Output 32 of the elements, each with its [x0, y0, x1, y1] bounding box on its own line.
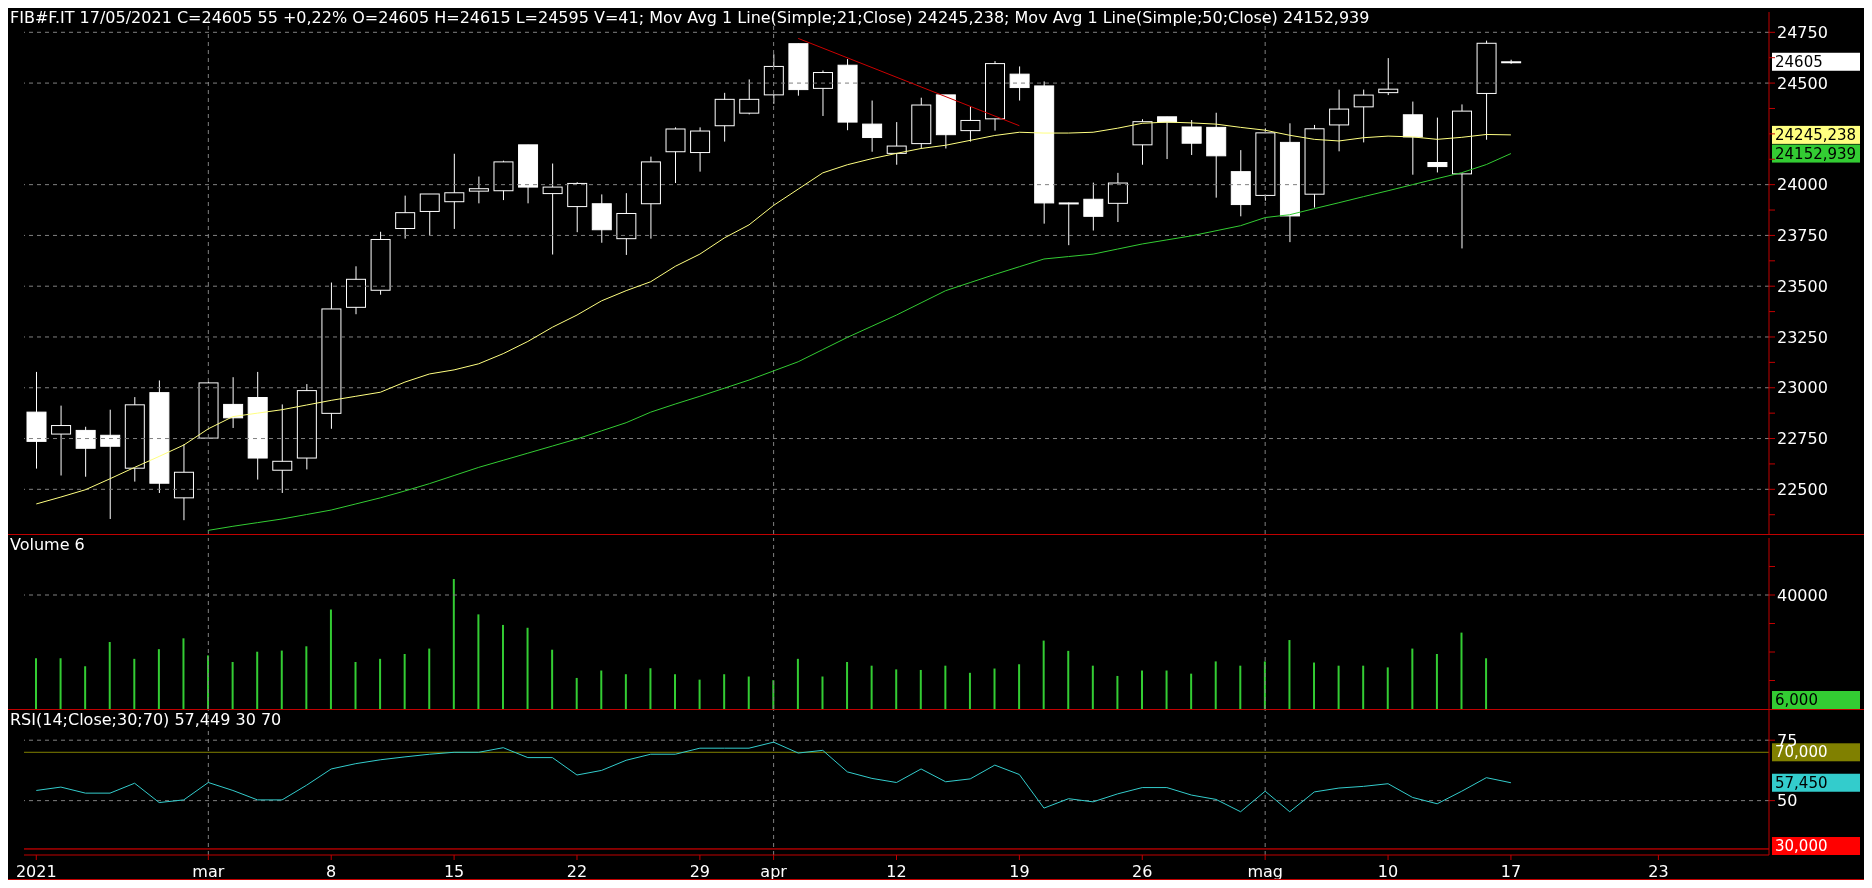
- x-tick-label: mar: [192, 862, 225, 881]
- y-tick-label: 23750: [1777, 226, 1828, 246]
- chart-title: FIB#F.IT 17/05/2021 C=24605 55 +0,22% O=24605 H=24615 L=24595 V=41; Mov Avg 1 Line(Simple;21;Close) 24245,238; Mov Avg 1 Line(Simple;50;Close) 24152,939: [10, 8, 1370, 27]
- text: 6,000: [1775, 691, 1818, 709]
- y-tick-label: 23500: [1777, 276, 1828, 296]
- y-tick-label: 23250: [1777, 327, 1828, 347]
- text: 24245,238: [1775, 125, 1857, 144]
- y-tick-label: 23000: [1777, 378, 1828, 398]
- x-tick-label: 29: [689, 862, 711, 881]
- x-tick-label: 15: [443, 862, 465, 881]
- text: 24152,939: [1775, 144, 1857, 163]
- x-tick-label: 12: [886, 862, 907, 881]
- x-tick-label: 8: [326, 862, 337, 881]
- y-tick-label: 22500: [1777, 480, 1828, 499]
- x-tick-label: 26: [1132, 862, 1153, 881]
- x-tick-label: 22: [566, 862, 588, 881]
- y-tick-label: 24500: [1777, 73, 1828, 93]
- x-tick-label: 10: [1377, 862, 1399, 881]
- x-tick-label: 2021: [15, 862, 57, 881]
- y-tick-label: 22750: [1777, 429, 1828, 449]
- y-tick-label: 50: [1777, 791, 1798, 811]
- text: 24605: [1775, 52, 1823, 71]
- ref-line-label: 30,000: [1775, 837, 1828, 855]
- y-tick-label: 24750: [1777, 22, 1828, 42]
- text: 57,450: [1775, 773, 1828, 792]
- chart-title: RSI(14;Close;30;70) 57,449 30 70: [10, 710, 282, 729]
- x-tick-label: 23: [1648, 862, 1669, 881]
- y-tick-label: 40000: [1777, 585, 1828, 605]
- x-tick-label: 19: [1009, 862, 1030, 881]
- chart-title: Volume 6: [10, 535, 85, 554]
- y-tick-label: 24000: [1777, 175, 1828, 195]
- x-tick-label: 17: [1500, 862, 1522, 881]
